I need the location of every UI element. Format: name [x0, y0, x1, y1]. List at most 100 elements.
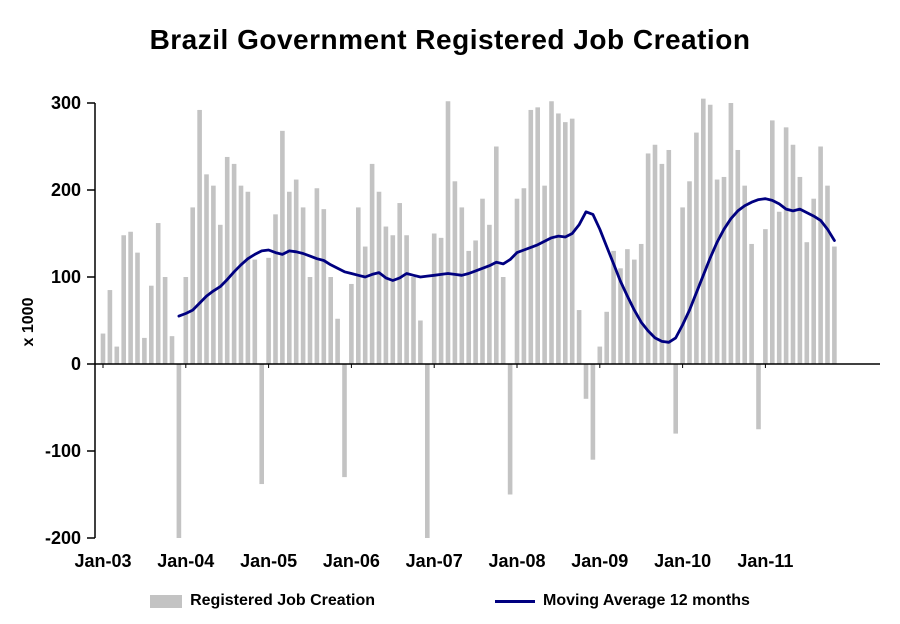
bar [811, 198, 816, 364]
bar [707, 104, 713, 365]
bar [293, 179, 299, 364]
bar [452, 181, 458, 364]
bar [121, 235, 126, 364]
x-tick-label: Jan-03 [74, 551, 131, 571]
bar [431, 233, 437, 364]
bar [556, 113, 561, 364]
bar [728, 103, 734, 364]
bar [418, 320, 423, 364]
bar [128, 231, 133, 364]
bar [563, 122, 568, 364]
y-axis-title: x 1000 [20, 297, 37, 346]
chart-title: Brazil Government Registered Job Creatio… [149, 24, 751, 55]
bar [190, 207, 195, 364]
bar [335, 318, 340, 364]
bar [818, 146, 823, 364]
x-tick-label: Jan-10 [654, 551, 711, 571]
bar [535, 107, 540, 364]
bar [604, 311, 609, 364]
bar [597, 346, 603, 364]
bar [659, 163, 665, 364]
bar [238, 185, 244, 364]
bar [162, 277, 168, 364]
y-tick-label: -200 [45, 528, 81, 548]
bar [625, 249, 630, 364]
bar [521, 188, 527, 364]
bar [383, 226, 389, 364]
bar [694, 132, 699, 364]
bar [618, 268, 623, 364]
bar [362, 246, 368, 364]
bar [687, 181, 692, 364]
bar [466, 250, 471, 364]
bar [480, 198, 485, 364]
x-tick-label: Jan-08 [488, 551, 545, 571]
bar [349, 283, 354, 364]
bar [404, 235, 409, 364]
bar [321, 209, 327, 364]
bar [369, 163, 375, 364]
bar [328, 277, 333, 364]
bar [135, 252, 140, 364]
bar [259, 364, 264, 485]
bar [107, 290, 113, 364]
bar [825, 185, 830, 364]
bar [583, 364, 589, 399]
x-tick-label: Jan-04 [157, 551, 214, 571]
bar [666, 149, 672, 364]
bar [721, 176, 727, 364]
bar [797, 176, 803, 364]
x-tick-label: Jan-06 [323, 551, 380, 571]
bar [197, 109, 202, 365]
bar [224, 156, 230, 364]
bar [445, 101, 451, 364]
bar [307, 277, 313, 364]
bar [266, 257, 271, 364]
bar [218, 224, 223, 364]
bar [569, 118, 575, 364]
legend-item-bars: Registered Job Creation [150, 592, 375, 610]
bar [390, 235, 396, 364]
moving-average-line [177, 197, 836, 344]
bar [576, 310, 582, 364]
bar [638, 243, 644, 364]
bar [742, 185, 747, 364]
bar [273, 214, 278, 364]
bar [300, 207, 306, 364]
bar [287, 191, 292, 364]
bar [770, 120, 775, 365]
bar [280, 130, 285, 364]
bar [749, 243, 754, 364]
bar [611, 250, 616, 364]
x-tick-label: Jan-07 [406, 551, 463, 571]
bar [142, 337, 147, 364]
bar [487, 224, 492, 364]
legend: Registered Job Creation Moving Average 1… [0, 592, 900, 610]
bar [673, 364, 678, 434]
bar [763, 229, 768, 364]
bar [459, 207, 465, 364]
bar [425, 364, 430, 538]
bar [714, 179, 720, 364]
bar [790, 144, 796, 364]
bar [652, 144, 658, 364]
bar [507, 364, 513, 495]
bar [500, 277, 506, 364]
bar [735, 149, 741, 364]
bar [804, 242, 810, 364]
y-tick-label: 300 [51, 93, 81, 113]
bar [245, 191, 251, 364]
x-tick-label: Jan-11 [737, 551, 793, 571]
legend-bars-label: Registered Job Creation [190, 592, 376, 609]
bar [494, 146, 499, 364]
bar [397, 203, 402, 364]
bar [342, 364, 347, 478]
bar [169, 336, 175, 364]
line-swatch-icon [495, 599, 536, 603]
bar [114, 346, 120, 364]
bar [701, 98, 706, 365]
bar [473, 240, 478, 364]
